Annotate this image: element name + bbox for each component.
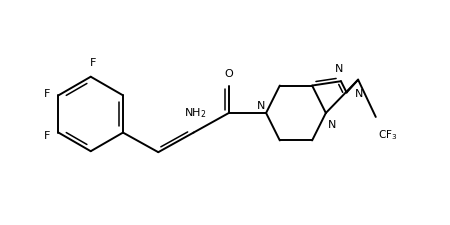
Text: F: F bbox=[44, 89, 51, 99]
Text: CF$_3$: CF$_3$ bbox=[378, 127, 397, 141]
Text: F: F bbox=[44, 130, 51, 140]
Text: F: F bbox=[90, 58, 96, 68]
Text: N: N bbox=[335, 64, 343, 74]
Text: O: O bbox=[225, 68, 233, 78]
Text: NH$_2$: NH$_2$ bbox=[184, 106, 207, 119]
Text: N: N bbox=[355, 88, 363, 98]
Text: N: N bbox=[328, 119, 336, 129]
Text: N: N bbox=[256, 101, 265, 110]
